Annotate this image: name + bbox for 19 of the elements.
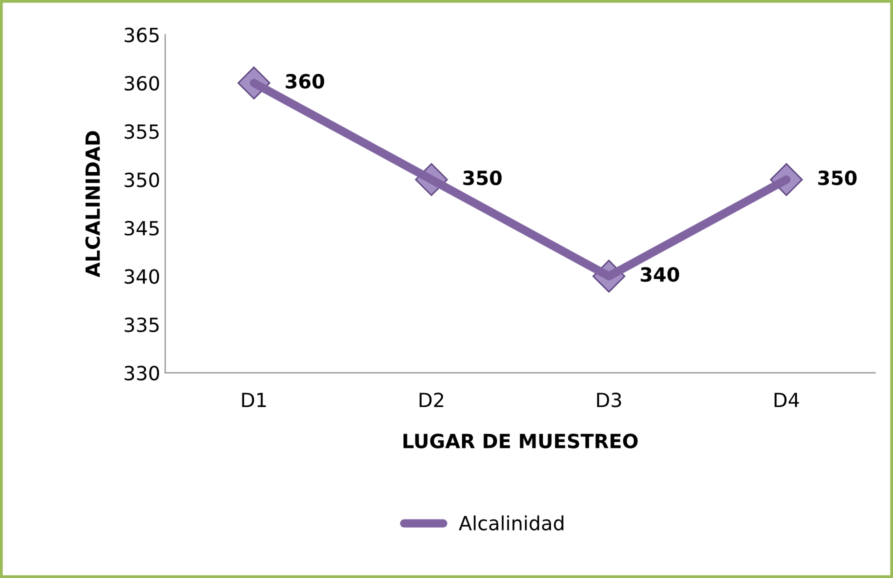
y-tick-label: 330 [124,366,160,380]
x-axis-title: LUGAR DE MUESTREO [404,434,638,448]
x-tick-label: D3 [597,392,622,408]
y-tick-label: 340 [124,269,160,284]
y-tick-label: 360 [124,76,160,91]
data-label: 350 [463,170,502,186]
y-axis-title: ALCALINIDAD [85,131,100,278]
data-label: 350 [818,170,857,186]
y-tick-label: 350 [124,172,160,188]
y-tick-label: 365 [124,28,159,42]
y-tick-label: 335 [124,317,159,332]
y-tick-label: 355 [124,124,159,139]
data-label: 360 [286,74,324,89]
y-tick-label: 345 [124,220,159,236]
legend-label: Alcalinidad [458,515,564,530]
data-label: 340 [640,267,680,282]
x-tick-label: D2 [420,392,444,408]
x-tick-label: D4 [774,392,799,408]
x-tick-label: D1 [242,392,266,408]
